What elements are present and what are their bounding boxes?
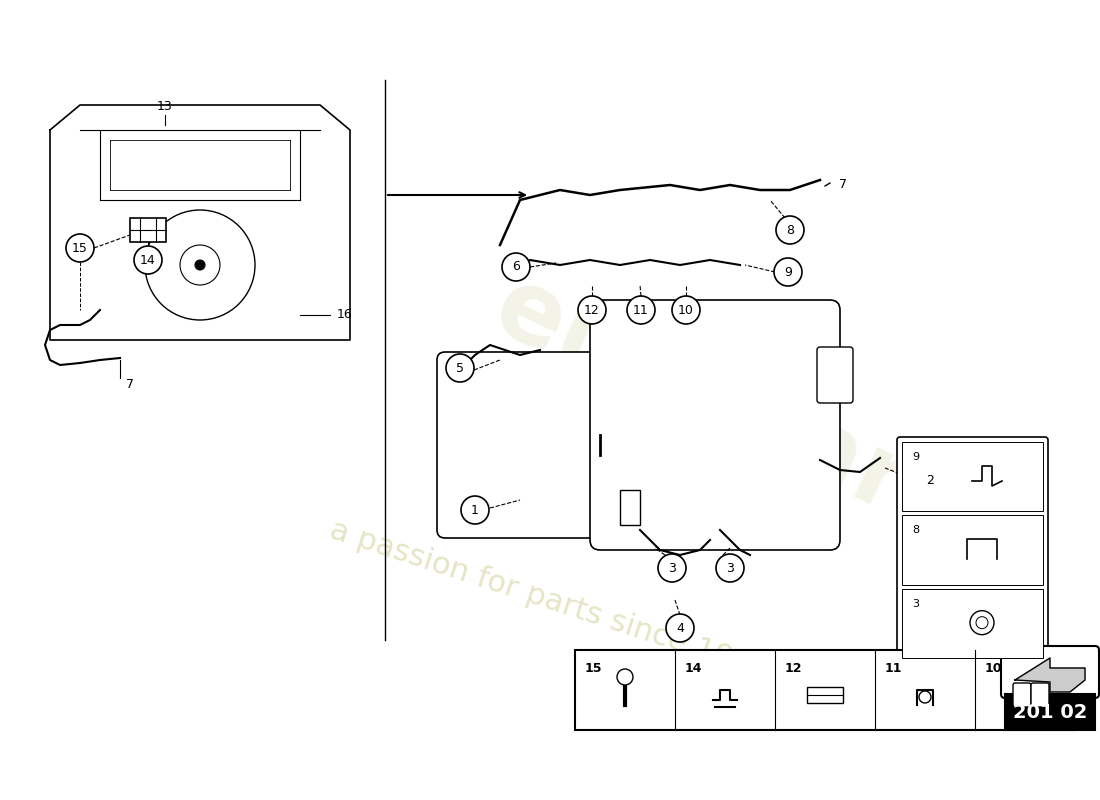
Text: 4: 4 [676, 622, 684, 634]
FancyBboxPatch shape [1031, 683, 1049, 707]
FancyBboxPatch shape [575, 650, 1075, 730]
FancyBboxPatch shape [902, 515, 1043, 585]
Circle shape [672, 296, 700, 324]
Text: 16: 16 [337, 309, 353, 322]
Circle shape [617, 669, 632, 685]
Text: 2: 2 [926, 474, 934, 486]
Circle shape [134, 246, 162, 274]
Text: 9: 9 [784, 266, 792, 278]
Circle shape [776, 216, 804, 244]
Text: 14: 14 [685, 662, 703, 675]
Text: europarts: europarts [480, 259, 1021, 581]
FancyBboxPatch shape [807, 687, 843, 703]
Circle shape [976, 617, 988, 629]
Circle shape [627, 296, 654, 324]
Circle shape [658, 554, 686, 582]
Text: 11: 11 [886, 662, 902, 675]
Circle shape [578, 296, 606, 324]
Text: a passion for parts since 1985: a passion for parts since 1985 [327, 515, 773, 685]
Text: 6: 6 [513, 261, 520, 274]
Text: 15: 15 [73, 242, 88, 254]
Text: 3: 3 [668, 562, 675, 574]
Text: 9: 9 [912, 452, 920, 462]
Text: 10: 10 [984, 662, 1002, 675]
Text: 1: 1 [471, 503, 478, 517]
FancyBboxPatch shape [590, 300, 840, 550]
Text: 12: 12 [785, 662, 803, 675]
Text: 8: 8 [786, 223, 794, 237]
Text: 10: 10 [678, 303, 694, 317]
Circle shape [918, 691, 931, 703]
Circle shape [716, 554, 744, 582]
Text: 12: 12 [584, 303, 600, 317]
Circle shape [666, 614, 694, 642]
Circle shape [774, 258, 802, 286]
Text: 15: 15 [585, 662, 603, 675]
Text: 11: 11 [634, 303, 649, 317]
Circle shape [970, 610, 994, 634]
FancyBboxPatch shape [896, 437, 1048, 663]
Text: 5: 5 [456, 362, 464, 374]
FancyBboxPatch shape [1001, 646, 1099, 698]
Circle shape [916, 466, 944, 494]
Circle shape [180, 245, 220, 285]
Circle shape [195, 260, 205, 270]
FancyBboxPatch shape [437, 352, 608, 538]
Text: 13: 13 [157, 101, 173, 114]
Text: 8: 8 [912, 526, 920, 535]
FancyBboxPatch shape [620, 490, 640, 525]
Text: 7: 7 [126, 378, 134, 391]
Circle shape [145, 210, 255, 320]
FancyBboxPatch shape [817, 347, 852, 403]
Text: 201 02: 201 02 [1013, 703, 1087, 722]
Polygon shape [1015, 658, 1085, 692]
FancyBboxPatch shape [130, 218, 166, 242]
FancyBboxPatch shape [1005, 694, 1094, 730]
Text: 14: 14 [140, 254, 156, 266]
Circle shape [502, 253, 530, 281]
Circle shape [66, 234, 94, 262]
Text: 7: 7 [839, 178, 847, 191]
Circle shape [461, 496, 490, 524]
FancyBboxPatch shape [902, 589, 1043, 658]
FancyBboxPatch shape [902, 442, 1043, 511]
FancyBboxPatch shape [1013, 683, 1031, 707]
Text: 3: 3 [726, 562, 734, 574]
Circle shape [446, 354, 474, 382]
Text: 3: 3 [912, 598, 918, 609]
